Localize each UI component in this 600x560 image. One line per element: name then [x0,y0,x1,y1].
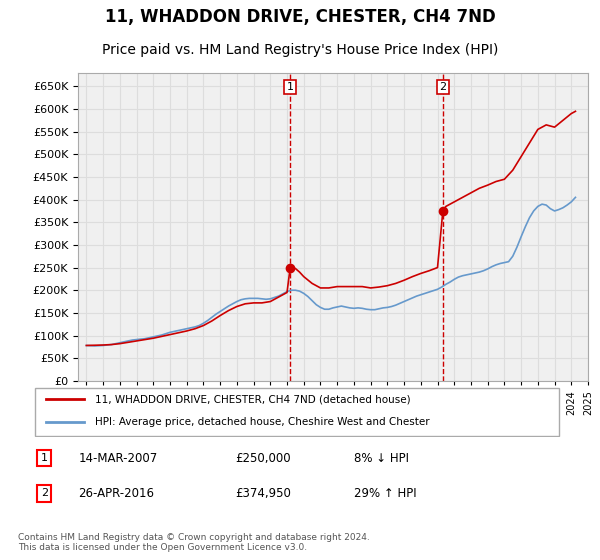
Text: HPI: Average price, detached house, Cheshire West and Chester: HPI: Average price, detached house, Ches… [95,417,430,427]
FancyBboxPatch shape [35,388,559,436]
Text: 11, WHADDON DRIVE, CHESTER, CH4 7ND (detached house): 11, WHADDON DRIVE, CHESTER, CH4 7ND (det… [95,394,410,404]
Text: 11, WHADDON DRIVE, CHESTER, CH4 7ND: 11, WHADDON DRIVE, CHESTER, CH4 7ND [104,8,496,26]
Text: 8% ↓ HPI: 8% ↓ HPI [354,451,409,465]
Text: 14-MAR-2007: 14-MAR-2007 [79,451,158,465]
Text: 2: 2 [439,82,446,92]
Text: 29% ↑ HPI: 29% ↑ HPI [354,487,416,500]
Text: £374,950: £374,950 [235,487,291,500]
Text: 26-APR-2016: 26-APR-2016 [79,487,155,500]
Text: Contains HM Land Registry data © Crown copyright and database right 2024.
This d: Contains HM Land Registry data © Crown c… [18,533,370,552]
Text: 2: 2 [41,488,48,498]
Text: 1: 1 [41,453,48,463]
Text: 1: 1 [287,82,293,92]
Text: £250,000: £250,000 [235,451,291,465]
Text: Price paid vs. HM Land Registry's House Price Index (HPI): Price paid vs. HM Land Registry's House … [102,44,498,58]
